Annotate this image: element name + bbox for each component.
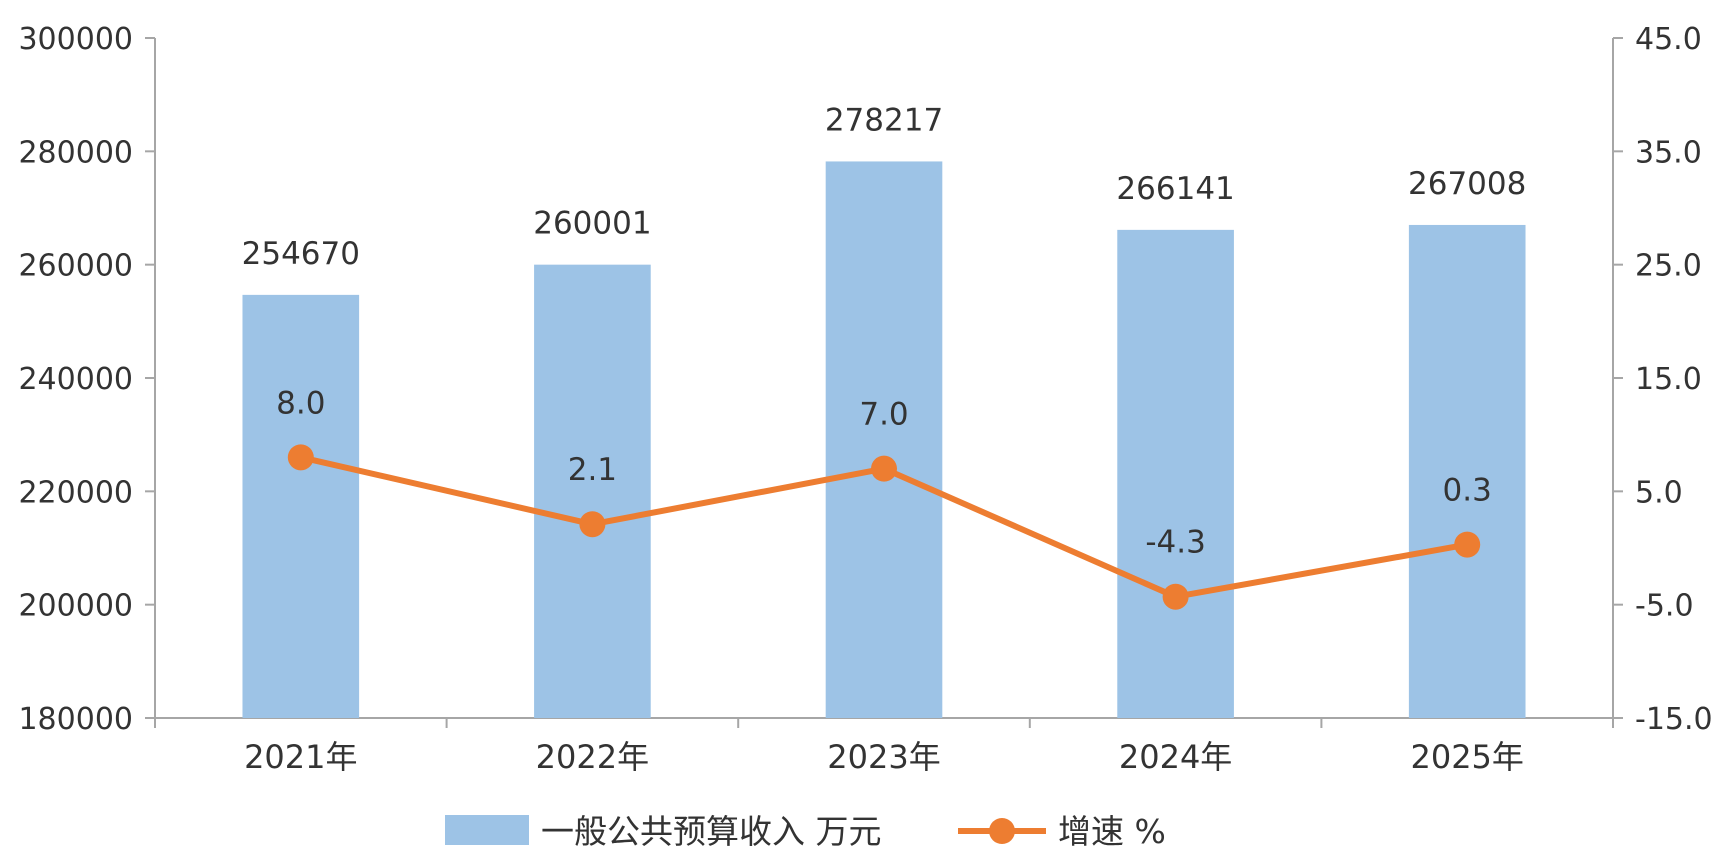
- bar: [242, 294, 360, 718]
- right-axis-tick-label: 5.0: [1635, 475, 1683, 510]
- line-point: [287, 444, 314, 471]
- data-labels: 254670 260001 278217 266141 267008 8.0 2.1 7.0 -…: [242, 102, 1527, 560]
- left-axis-tick-label: 240000: [18, 362, 133, 397]
- legend-bar-label: 一般公共预算收入 万元: [541, 812, 882, 851]
- legend-bar-swatch: [445, 815, 529, 845]
- left-axis-tick-label: 280000: [18, 135, 133, 170]
- right-axis-tick-label: 15.0: [1635, 362, 1702, 397]
- right-axis-tick-label: 35.0: [1635, 135, 1702, 170]
- bar-value-label: 278217: [825, 102, 943, 138]
- bar-value-label: 267008: [1408, 166, 1526, 202]
- chart-axes: 180000 200000 220000 240000 260000 280000 3000…: [18, 22, 1712, 776]
- line-value-label: -4.3: [1145, 525, 1206, 561]
- right-axis-tick-label: 45.0: [1635, 22, 1702, 57]
- x-axis-tick-label: 2024年: [1119, 738, 1232, 776]
- x-axis-tick-label: 2022年: [536, 738, 649, 776]
- left-axis-tick-label: 300000: [18, 22, 133, 57]
- bar-value-label: 266141: [1116, 171, 1234, 207]
- left-axis-tick-label: 220000: [18, 475, 133, 510]
- line-value-label: 2.1: [568, 452, 617, 488]
- legend-line-marker: [989, 818, 1015, 844]
- x-axis-tick-label: 2023年: [827, 738, 940, 776]
- x-axis-tick-label: 2021年: [244, 738, 357, 776]
- bar: [1408, 224, 1526, 719]
- bar: [825, 161, 943, 718]
- bar: [534, 264, 651, 718]
- line-point: [1162, 583, 1189, 610]
- legend-line-label: 增速 %: [1058, 812, 1166, 851]
- right-axis-tick-label: -5.0: [1635, 589, 1694, 624]
- line-value-label: 7.0: [859, 397, 908, 433]
- bar-value-label: 254670: [242, 236, 360, 272]
- right-axis-tick-label: 25.0: [1635, 249, 1702, 284]
- legend: 一般公共预算收入 万元 增速 %: [445, 812, 1166, 851]
- line-point: [1454, 531, 1481, 558]
- left-axis-tick-label: 180000: [18, 702, 133, 737]
- right-axis-tick-label: -15.0: [1635, 702, 1713, 737]
- line-value-label: 8.0: [276, 385, 325, 421]
- bar-series: [242, 161, 1526, 719]
- bar: [1117, 229, 1234, 718]
- bar-value-label: 260001: [533, 206, 651, 242]
- left-axis-tick-label: 200000: [18, 589, 133, 624]
- x-axis-tick-label: 2025年: [1410, 738, 1523, 776]
- left-axis-tick-label: 260000: [18, 249, 133, 284]
- line-value-label: 0.3: [1443, 473, 1492, 509]
- line-series: [287, 444, 1481, 610]
- line-point: [579, 511, 606, 538]
- line-point: [871, 455, 897, 482]
